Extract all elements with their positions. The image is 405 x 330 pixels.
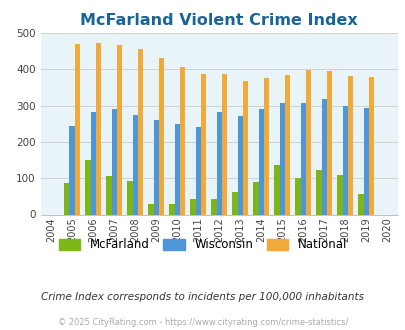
Bar bbox=[326, 72, 331, 214]
Bar bbox=[195, 127, 200, 214]
Bar bbox=[137, 50, 143, 214]
Bar bbox=[253, 182, 258, 214]
Bar bbox=[363, 108, 368, 214]
Bar bbox=[85, 160, 90, 214]
Bar bbox=[90, 112, 96, 214]
Bar bbox=[368, 77, 373, 214]
Bar bbox=[284, 76, 290, 214]
Bar bbox=[64, 183, 69, 214]
Bar bbox=[315, 170, 321, 214]
Bar bbox=[237, 116, 242, 214]
Bar bbox=[258, 109, 263, 214]
Bar bbox=[342, 106, 347, 214]
Bar bbox=[305, 70, 310, 214]
Title: McFarland Violent Crime Index: McFarland Violent Crime Index bbox=[80, 13, 357, 28]
Bar bbox=[221, 74, 226, 214]
Bar bbox=[263, 78, 269, 214]
Bar bbox=[242, 81, 247, 214]
Bar bbox=[174, 124, 179, 214]
Bar bbox=[111, 109, 117, 214]
Bar bbox=[216, 113, 221, 214]
Bar bbox=[153, 120, 158, 214]
Bar bbox=[117, 45, 122, 214]
Bar bbox=[279, 103, 284, 214]
Bar bbox=[358, 194, 363, 214]
Bar bbox=[106, 177, 111, 214]
Bar bbox=[190, 199, 195, 214]
Legend: McFarland, Wisconsin, National: McFarland, Wisconsin, National bbox=[59, 239, 346, 251]
Bar bbox=[274, 166, 279, 214]
Bar bbox=[337, 175, 342, 214]
Bar bbox=[347, 76, 352, 214]
Bar bbox=[300, 103, 305, 214]
Bar bbox=[69, 125, 75, 214]
Bar bbox=[75, 44, 80, 214]
Bar bbox=[96, 43, 101, 214]
Bar bbox=[148, 204, 153, 215]
Bar bbox=[132, 115, 137, 214]
Bar bbox=[179, 68, 185, 214]
Bar bbox=[127, 181, 132, 214]
Text: © 2025 CityRating.com - https://www.cityrating.com/crime-statistics/: © 2025 CityRating.com - https://www.city… bbox=[58, 318, 347, 327]
Text: Crime Index corresponds to incidents per 100,000 inhabitants: Crime Index corresponds to incidents per… bbox=[41, 292, 364, 302]
Bar bbox=[295, 178, 300, 214]
Bar bbox=[200, 74, 206, 215]
Bar bbox=[211, 199, 216, 214]
Bar bbox=[158, 58, 164, 214]
Bar bbox=[232, 192, 237, 214]
Bar bbox=[169, 204, 174, 215]
Bar bbox=[321, 99, 326, 214]
